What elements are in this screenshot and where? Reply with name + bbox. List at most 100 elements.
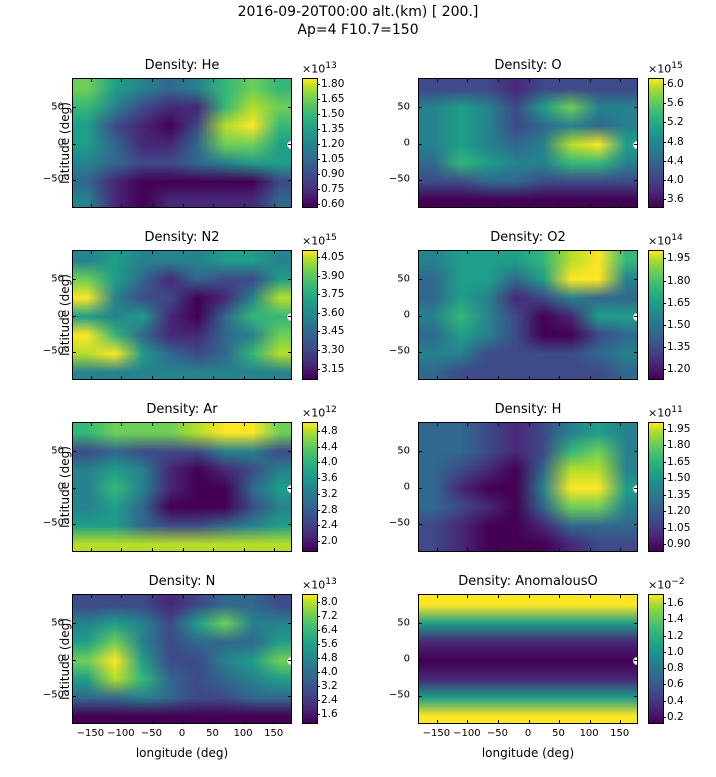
colorbar-exponent: ×1014 [648,232,693,248]
colorbar-tick: 3.75 [321,288,344,300]
colorbar-ticks: 2.02.42.83.23.64.04.44.8 [317,423,357,551]
colorbar-tick: 3.2 [321,488,338,500]
colorbar-tick: 1.65 [667,456,690,468]
colorbar-tick: 6.0 [667,78,684,90]
colorbar-exponent: ×1015 [302,232,347,248]
y-tick-label: −50 [389,690,410,701]
axes-box [72,250,292,380]
y-tick-label: −50 [389,518,410,529]
colorbar-tick: 8.0 [321,596,338,608]
heatmap [73,79,292,208]
colorbar-tick: 1.95 [667,423,690,435]
x-tick-label: −100 [107,728,134,739]
colorbar-tick: 3.90 [321,270,344,282]
colorbar-tick: 2.8 [321,504,338,516]
colorbar-tick: 1.50 [321,108,344,120]
x-tick-label: 150 [610,728,629,739]
panel-title: Density: Ar [72,402,292,417]
colorbar-tick: 1.65 [321,93,344,105]
colorbar-tick: 1.50 [667,472,690,484]
colorbar: 3.64.04.44.85.25.66.0 [648,78,664,208]
heatmap [73,423,292,552]
x-tick-label: −150 [423,728,450,739]
colorbar-tick: 3.2 [321,680,338,692]
panel-h: Density: H×1011−500500.901.051.201.351.5… [418,422,638,552]
colorbar-tick: 4.4 [321,441,338,453]
colorbar-tick: 0.90 [321,168,344,180]
x-tick-label: 50 [206,728,219,739]
panel-n: Density: N×1013−50050latitude (deg)−150−… [72,594,292,724]
axes-box [418,422,638,552]
panel-anomo: Density: AnomalousO×10−2−50050−150−100−5… [418,594,638,724]
colorbar-tick: 4.4 [667,155,684,167]
colorbar: 0.20.40.60.81.01.21.41.6 [648,594,664,724]
heatmap [419,595,638,724]
y-axis-label: latitude (deg) [58,274,72,356]
y-tick-label: 0 [404,138,410,149]
y-tick-label: 0 [404,310,410,321]
panel-ar: Density: Ar×1012−50050latitude (deg)2.02… [72,422,292,552]
colorbar-tick: 4.05 [321,251,344,263]
colorbar-tick: 1.35 [667,489,690,501]
y-tick-label: −50 [389,346,410,357]
colorbar-tick: 6.4 [321,624,338,636]
colorbar-tick: 2.4 [321,694,338,706]
colorbar: 3.153.303.453.603.753.904.05 [302,250,318,380]
colorbar-tick: 3.15 [321,363,344,375]
colorbar-tick: 4.0 [667,174,684,186]
colorbar-tick: 1.80 [667,275,690,287]
colorbar-tick: 4.8 [321,425,338,437]
panel-n2: Density: N2×1015−50050latitude (deg)3.15… [72,250,292,380]
colorbar-tick: 1.20 [667,363,690,375]
suptitle-line2: Ap=4 F10.7=150 [297,22,418,38]
colorbar-tick: 1.20 [667,505,690,517]
colorbar-tick: 5.6 [321,638,338,650]
colorbar-exponent: ×1011 [648,404,693,420]
axes-box [418,594,638,724]
colorbar-tick: 1.20 [321,138,344,150]
y-axis-label: latitude (deg) [58,102,72,184]
x-axis-label: longitude (deg) [72,746,292,760]
colorbar-tick: 4.0 [321,456,338,468]
x-tick-labels: −150−100−50050100150 [418,728,638,742]
x-tick-label: −150 [77,728,104,739]
axes-box [418,78,638,208]
colorbar-ticks: 0.600.750.901.051.201.351.501.651.80 [317,79,357,207]
y-axis-label: latitude (deg) [58,446,72,528]
colorbar-tick: 0.4 [667,695,684,707]
colorbar-tick: 3.6 [321,472,338,484]
x-tick-label: −50 [141,728,162,739]
colorbar-tick: 2.0 [321,535,338,547]
colorbar-tick: 1.80 [667,439,690,451]
panel-title: Density: AnomalousO [418,574,638,589]
colorbar-tick: 1.4 [667,613,684,625]
panel-title: Density: N2 [72,230,292,245]
x-tick-label: 150 [264,728,283,739]
colorbar-tick: 0.8 [667,662,684,674]
x-tick-label: 0 [179,728,185,739]
colorbar-tick: 0.2 [667,711,684,723]
colorbar-tick: 1.2 [667,630,684,642]
colorbar-ticks: 3.153.303.453.603.753.904.05 [317,251,357,379]
colorbar: 2.02.42.83.23.64.04.44.8 [302,422,318,552]
panel-title: Density: O2 [418,230,638,245]
panel-title: Density: N [72,574,292,589]
colorbar-ticks: 1.201.351.501.651.801.95 [663,251,703,379]
colorbar-tick: 0.6 [667,678,684,690]
panel-o: Density: O×1015−500503.64.04.44.85.25.66… [418,78,638,208]
colorbar-tick: 7.2 [321,610,338,622]
colorbar-tick: 0.75 [321,183,344,195]
colorbar: 0.600.750.901.051.201.351.501.651.80 [302,78,318,208]
y-tick-label: 50 [397,273,410,284]
heatmap [419,79,638,208]
colorbar-tick: 3.60 [321,307,344,319]
colorbar-tick: 5.6 [667,97,684,109]
colorbar-ticks: 0.20.40.60.81.01.21.41.6 [663,595,703,723]
figure-suptitle: 2016-09-20T00:00 alt.(km) [ 200.] Ap=4 F… [0,4,716,39]
x-tick-label: −50 [487,728,508,739]
colorbar-exponent: ×1012 [302,404,347,420]
colorbar-tick: 1.35 [321,123,344,135]
colorbar-tick: 5.2 [667,116,684,128]
colorbar-tick: 3.30 [321,344,344,356]
axes-box [418,250,638,380]
